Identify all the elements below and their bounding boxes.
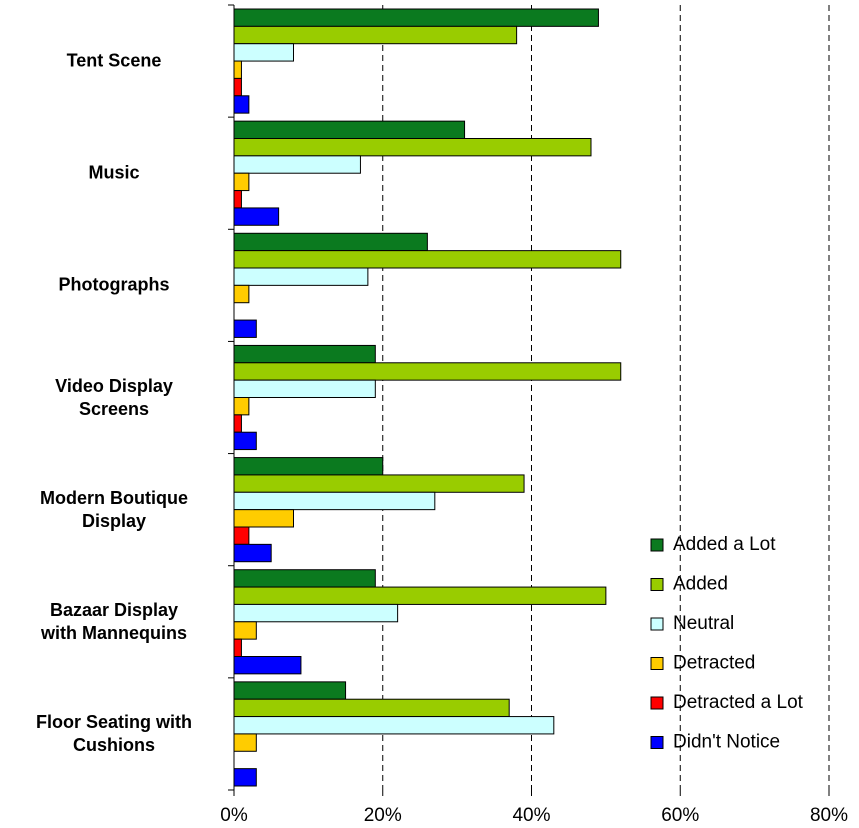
x-tick-label: 60% bbox=[661, 805, 699, 826]
x-tick-label: 0% bbox=[220, 805, 248, 826]
legend-swatch bbox=[650, 578, 664, 591]
bar bbox=[233, 43, 294, 62]
category-label: Music bbox=[88, 162, 140, 183]
bar bbox=[233, 698, 510, 718]
legend-label: Didn't Notice bbox=[673, 732, 780, 753]
bar bbox=[233, 603, 399, 623]
bar bbox=[233, 77, 242, 97]
legend-label: Added bbox=[673, 574, 728, 595]
bar bbox=[233, 379, 376, 398]
bar bbox=[233, 431, 257, 451]
bar bbox=[233, 25, 518, 45]
bar bbox=[233, 543, 272, 563]
bar bbox=[233, 120, 466, 140]
bar bbox=[233, 526, 250, 545]
bar bbox=[233, 267, 369, 286]
bar bbox=[233, 509, 294, 528]
bar bbox=[233, 138, 592, 157]
bar bbox=[233, 457, 384, 476]
bar bbox=[233, 621, 257, 640]
bar bbox=[233, 344, 376, 364]
bar bbox=[233, 232, 428, 252]
bar bbox=[233, 397, 250, 416]
bar bbox=[233, 60, 242, 79]
bar bbox=[233, 474, 525, 493]
bar bbox=[233, 155, 361, 174]
bar bbox=[233, 768, 257, 787]
category-label: Video Display Screens bbox=[55, 375, 173, 419]
bar bbox=[233, 362, 622, 381]
bar bbox=[233, 95, 250, 114]
legend-swatch bbox=[650, 657, 664, 670]
bar bbox=[233, 569, 376, 588]
bar bbox=[233, 491, 436, 511]
bar bbox=[233, 681, 347, 700]
legend-label: Detracted bbox=[673, 653, 755, 674]
bar bbox=[233, 190, 242, 209]
bar bbox=[233, 586, 607, 605]
legend-swatch bbox=[650, 696, 664, 710]
bar bbox=[233, 414, 242, 433]
bar bbox=[233, 284, 250, 304]
legend-label: Added a Lot bbox=[673, 534, 776, 555]
legend-label: Neutral bbox=[673, 613, 734, 634]
bar bbox=[233, 172, 250, 192]
category-label: Photographs bbox=[58, 274, 170, 295]
bar bbox=[233, 207, 280, 226]
x-tick-label: 40% bbox=[512, 805, 550, 826]
category-label: Bazaar Display with Mannequins bbox=[41, 599, 187, 643]
category-label: Tent Scene bbox=[66, 50, 162, 71]
legend-swatch bbox=[650, 617, 664, 631]
legend-swatch bbox=[650, 736, 664, 749]
bar bbox=[233, 656, 302, 675]
bar bbox=[233, 250, 622, 269]
legend-label: Detracted a Lot bbox=[673, 692, 804, 713]
bar bbox=[233, 733, 257, 752]
category-label: Floor Seating with Cushions bbox=[36, 711, 192, 755]
bar bbox=[233, 319, 257, 338]
x-tick-label: 80% bbox=[810, 805, 848, 826]
category-label: Modern Boutique Display bbox=[40, 487, 188, 531]
legend-swatch bbox=[650, 538, 664, 552]
bar bbox=[233, 8, 599, 27]
bar bbox=[233, 638, 242, 658]
bar bbox=[233, 716, 555, 735]
x-tick-label: 20% bbox=[364, 805, 402, 826]
